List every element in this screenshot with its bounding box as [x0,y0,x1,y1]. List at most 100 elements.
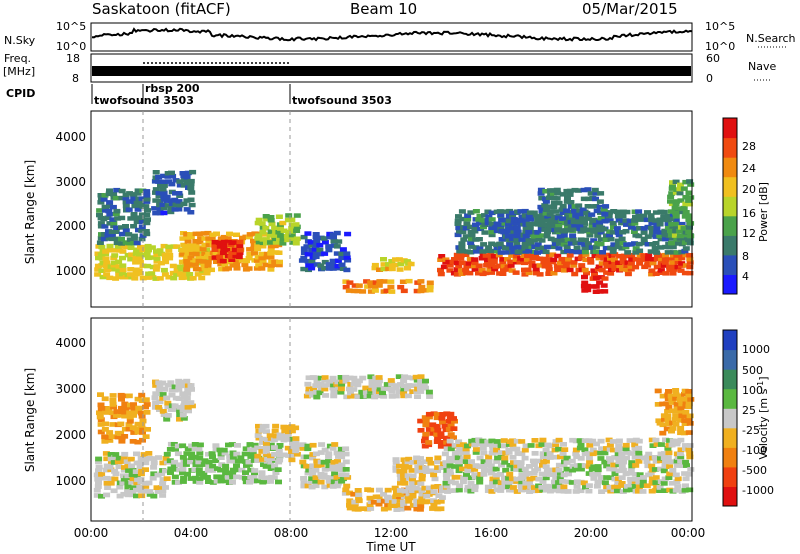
velocity-cells-cell [552,484,560,489]
power-cells-cell [656,222,664,227]
velocity-cells-cell [375,378,383,384]
power-cells-cell [251,231,259,236]
power-cells-cell [279,220,287,226]
power-cells-cell [680,226,688,231]
power-cells-cell [502,209,510,214]
velocity-cells-cell [395,389,403,395]
power-cells-cell [201,251,209,256]
velocity-cells-cell [498,462,505,468]
power-cells-cell [498,217,506,223]
power-cells-cell [623,242,631,247]
velocity-cells-cell [366,495,374,501]
velocity-cells-cell [304,443,312,449]
velocity-cells-cell [648,481,656,486]
power-cells-cell [591,272,598,277]
power-cells-cell [312,250,320,255]
velocity-cells-cell [251,442,259,448]
velocity-cells-cell [308,476,316,481]
power-cells-cell [551,223,558,228]
power-cells-cell [454,221,462,226]
power-cells-cell [493,228,501,234]
velocity-cells-cell [451,418,458,424]
power-cells-cell [234,258,242,264]
power-cells-cell [168,201,176,206]
power-cells-cell [201,236,209,241]
power-cells-cell [517,209,525,214]
velocity-cells-cell [145,451,153,456]
power-cells-cell [288,222,296,227]
power-cells-cell [623,209,631,215]
velocity-cells-cell [111,455,119,460]
velocity-cells-cell [134,396,142,402]
velocity-cells-cell [480,459,488,464]
power-cells-cell [545,264,553,270]
velocity-cells-cell [326,443,334,449]
power-cells-cell [113,187,121,193]
power-cells-cell [614,238,622,243]
velocity-cells-cell [249,450,257,456]
power-cells-cell [112,276,120,281]
velocity-cells-cell [463,472,470,477]
power-cells-cell [236,250,244,255]
velocity-cells-cell [313,379,321,385]
velocity-cells-cell [606,485,614,490]
velocity-cells-cell [652,459,660,464]
power-cells-cell [127,267,135,272]
velocity-cells-cell [628,463,636,469]
velocity-cells-cell [421,436,429,441]
velocity-cells-cell [138,493,146,499]
power-cells-cell [601,276,609,281]
power-cells-cell [155,193,163,199]
velocity-cells-cell [492,442,500,448]
power-cells-cell [508,268,516,273]
power-cells-cell [467,229,475,235]
power-cells-cell [667,216,675,222]
power-cells-cell [616,253,624,259]
power-cells-cell [329,232,337,237]
velocity-cells-cell [517,460,525,465]
velocity-cells-cell [312,478,320,484]
velocity-cells-cell [663,401,671,406]
power-cells-cell [553,187,561,193]
power-cells-cell [376,279,384,284]
power-cells-cell [590,229,598,234]
power-cells-cell [463,264,471,269]
velocity-cells-cell [400,457,408,463]
velocity-cells-cell [164,382,172,388]
velocity-cells-cell [479,446,487,451]
velocity-cells-cell [233,451,241,457]
power-cells-cell [668,236,676,241]
velocity-cells-cell [309,392,317,398]
velocity-cells-cell [412,374,420,380]
power-cells-cell [624,271,632,277]
power-cells-cell [484,220,492,226]
power-cells-cell [184,170,192,176]
power-cells-cell [468,232,476,238]
power-cells-cell [267,267,275,272]
velocity-cells-cell [485,454,493,460]
velocity-cells-cell [303,454,311,460]
power-cells-cell [548,209,556,214]
power-cells-cell [204,259,212,265]
power-cells-cell [118,231,126,237]
power-cells-cell [482,270,490,276]
velocity-cells-cell [435,493,443,498]
velocity-cells-cell [577,456,585,461]
velocity-cells-cell [397,506,405,512]
velocity-cells-cell [441,423,449,429]
velocity-cells-cell [454,455,462,461]
velocity-cells-cell [217,474,225,480]
power-cells-cell [173,272,181,277]
power-cells-cell [110,192,118,197]
power-cells-cell [94,272,102,277]
velocity-cells-cell [400,477,408,482]
power-cells-cell [509,233,517,239]
power-cells-cell [548,217,556,223]
power-cells-cell [200,263,208,268]
power-cb-swatch [723,137,737,158]
velocity-cells-cell [184,391,192,396]
power-cells-cell [169,173,177,179]
power-cells-cell [179,171,187,176]
velocity-cells-cell [237,458,245,464]
velocity-cells-cell [462,450,470,455]
